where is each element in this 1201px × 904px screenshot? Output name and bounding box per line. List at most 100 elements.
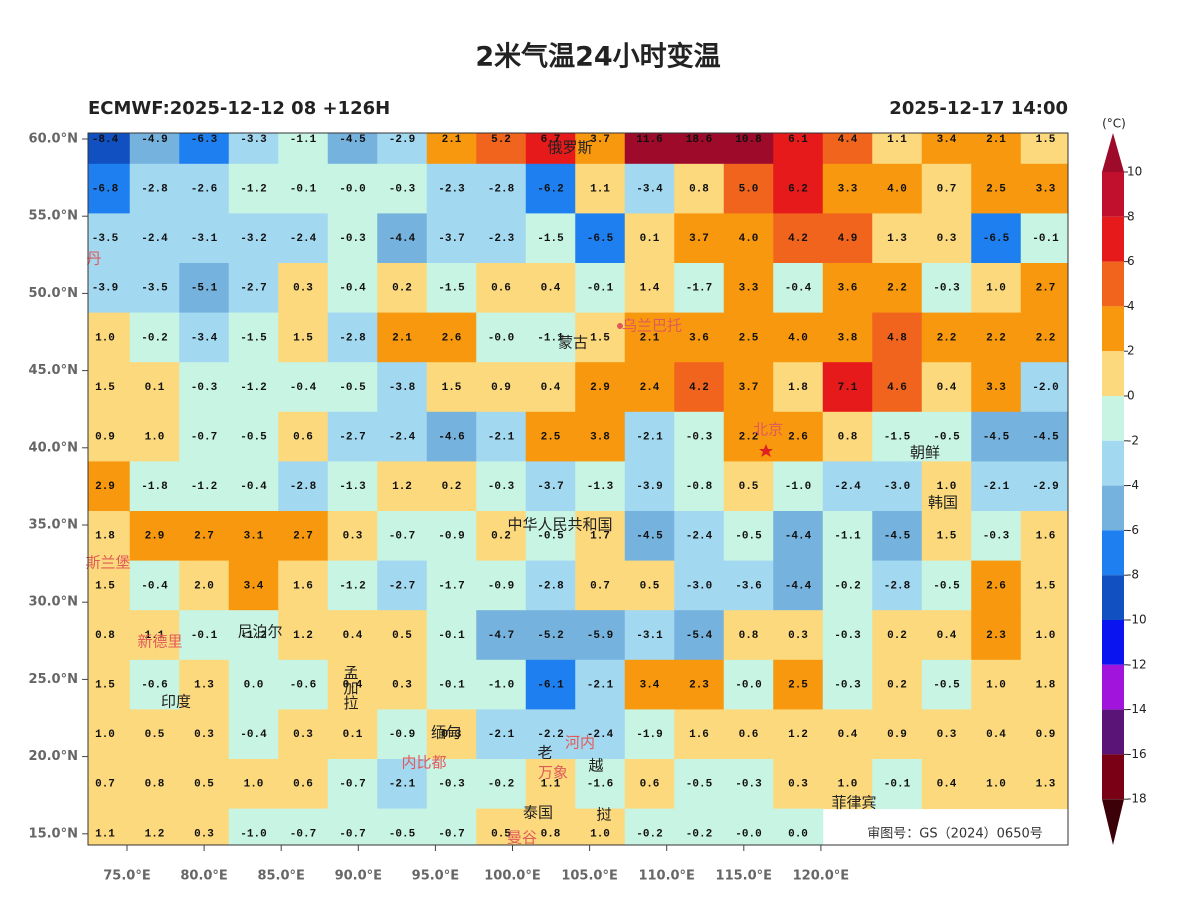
title: 2米气温24小时变温 [475, 41, 720, 73]
temperature-value: 4.0 [887, 184, 907, 196]
temperature-value: 4.0 [739, 233, 759, 245]
temperature-cell [228, 411, 279, 462]
temperature-value: 3.6 [838, 283, 858, 295]
temperature-cell [525, 133, 576, 165]
temperature-value: -1.7 [438, 580, 464, 592]
temperature-value: -4.5 [1032, 432, 1059, 444]
temperature-value: -0.3 [389, 184, 416, 196]
temperature-cell [129, 461, 180, 512]
temperature-cell [228, 659, 279, 710]
temperature-value: 1.2 [392, 481, 412, 493]
temperature-cell [921, 411, 972, 462]
temperature-value: -3.1 [191, 233, 218, 245]
temperature-value: 4.2 [788, 233, 808, 245]
temperature-value: -2.4 [686, 531, 713, 543]
temperature-cell [426, 511, 477, 562]
temperature-value: 1.1 [541, 779, 561, 791]
temperature-cell [525, 709, 576, 760]
place-name: 丹 [86, 250, 101, 268]
temperature-cell [575, 312, 626, 363]
temperature-cell [278, 263, 329, 314]
place-name: 越 [588, 757, 603, 775]
temperature-value: -1.1 [290, 134, 317, 146]
temperature-cell [327, 133, 378, 165]
temperature-value: 0.8 [541, 828, 561, 840]
temperature-value: -0.7 [389, 531, 415, 543]
temperature-cell [426, 659, 477, 710]
temperature-value: 0.2 [442, 481, 462, 493]
temperature-value: -6.8 [92, 184, 119, 196]
temperature-cell [88, 659, 131, 710]
temperature-cell [575, 163, 626, 214]
temperature-value: 0.4 [541, 283, 561, 295]
temperature-value: 0.2 [491, 531, 511, 543]
temperature-cell [88, 411, 131, 462]
temperature-cell [822, 312, 873, 363]
temperature-cell [129, 511, 180, 562]
temperature-value: -0.4 [240, 729, 267, 741]
temperature-cell [1020, 312, 1068, 363]
temperature-value: 1.1 [887, 134, 907, 146]
temperature-cell [872, 362, 923, 413]
temperature-cell [575, 362, 626, 413]
temperature-value: -3.9 [636, 481, 662, 493]
temperature-value: -1.2 [339, 580, 365, 592]
temperature-value: 0.4 [937, 382, 957, 394]
temperature-cell [525, 560, 576, 611]
colorbar-segment [1102, 396, 1124, 441]
temperature-cell [426, 312, 477, 363]
place-name: 内比都 [401, 754, 446, 772]
temperature-cell [971, 560, 1022, 611]
temperature-value: 2.6 [986, 580, 1006, 592]
temperature-cell [624, 511, 675, 562]
temperature-value: -0.9 [389, 729, 415, 741]
temperature-cell [822, 263, 873, 314]
temperature-cell [1020, 163, 1068, 214]
temperature-value: -4.9 [141, 134, 167, 146]
temperature-value: -0.9 [438, 531, 464, 543]
temperature-cell [723, 759, 774, 810]
temperature-cell [674, 560, 725, 611]
temperature-cell [278, 362, 329, 413]
temperature-cell [773, 511, 824, 562]
temperature-value: 0.0 [788, 828, 808, 840]
colorbar-segment [1102, 485, 1124, 531]
temperature-cell [525, 411, 576, 462]
temperature-value: 0.6 [293, 779, 313, 791]
lat-label: 15.0°N [29, 826, 78, 841]
temperature-value: 0.6 [739, 729, 759, 741]
temperature-value: 1.3 [887, 233, 907, 245]
temperature-cell [476, 808, 527, 845]
colorbar-label: 4 [1127, 299, 1135, 313]
temperature-cell [773, 213, 824, 264]
place-name: 朝鲜 [910, 444, 940, 462]
temperature-value: 1.0 [244, 779, 264, 791]
temperature-cell [723, 461, 774, 512]
city-dot [617, 323, 623, 329]
temperature-cell [872, 560, 923, 611]
temperature-value: 3.3 [739, 283, 759, 295]
temperature-cell [129, 163, 180, 214]
temperature-value: -1.3 [587, 481, 614, 493]
temperature-cell [476, 133, 527, 165]
temperature-value: 2.4 [640, 382, 660, 394]
temperature-cell [88, 362, 131, 413]
temperature-cell [476, 163, 527, 214]
temperature-value: -1.7 [686, 283, 712, 295]
lat-label: 55.0°N [29, 209, 78, 224]
temperature-value: 0.4 [937, 779, 957, 791]
temperature-cell [921, 263, 972, 314]
temperature-value: 0.9 [95, 432, 115, 444]
temperature-cell [476, 511, 527, 562]
temperature-value: -3.3 [240, 134, 267, 146]
temperature-cell [327, 312, 378, 363]
temperature-value: 1.2 [293, 630, 313, 642]
temperature-value: -4.4 [785, 531, 812, 543]
temperature-value: 1.5 [590, 332, 610, 344]
temperature-cell [921, 213, 972, 264]
colorbar-segment [1102, 754, 1124, 800]
temperature-value: 2.7 [194, 531, 214, 543]
temperature-value: 1.0 [937, 481, 957, 493]
temperature-cell [278, 411, 329, 462]
temperature-value: 2.7 [293, 531, 313, 543]
